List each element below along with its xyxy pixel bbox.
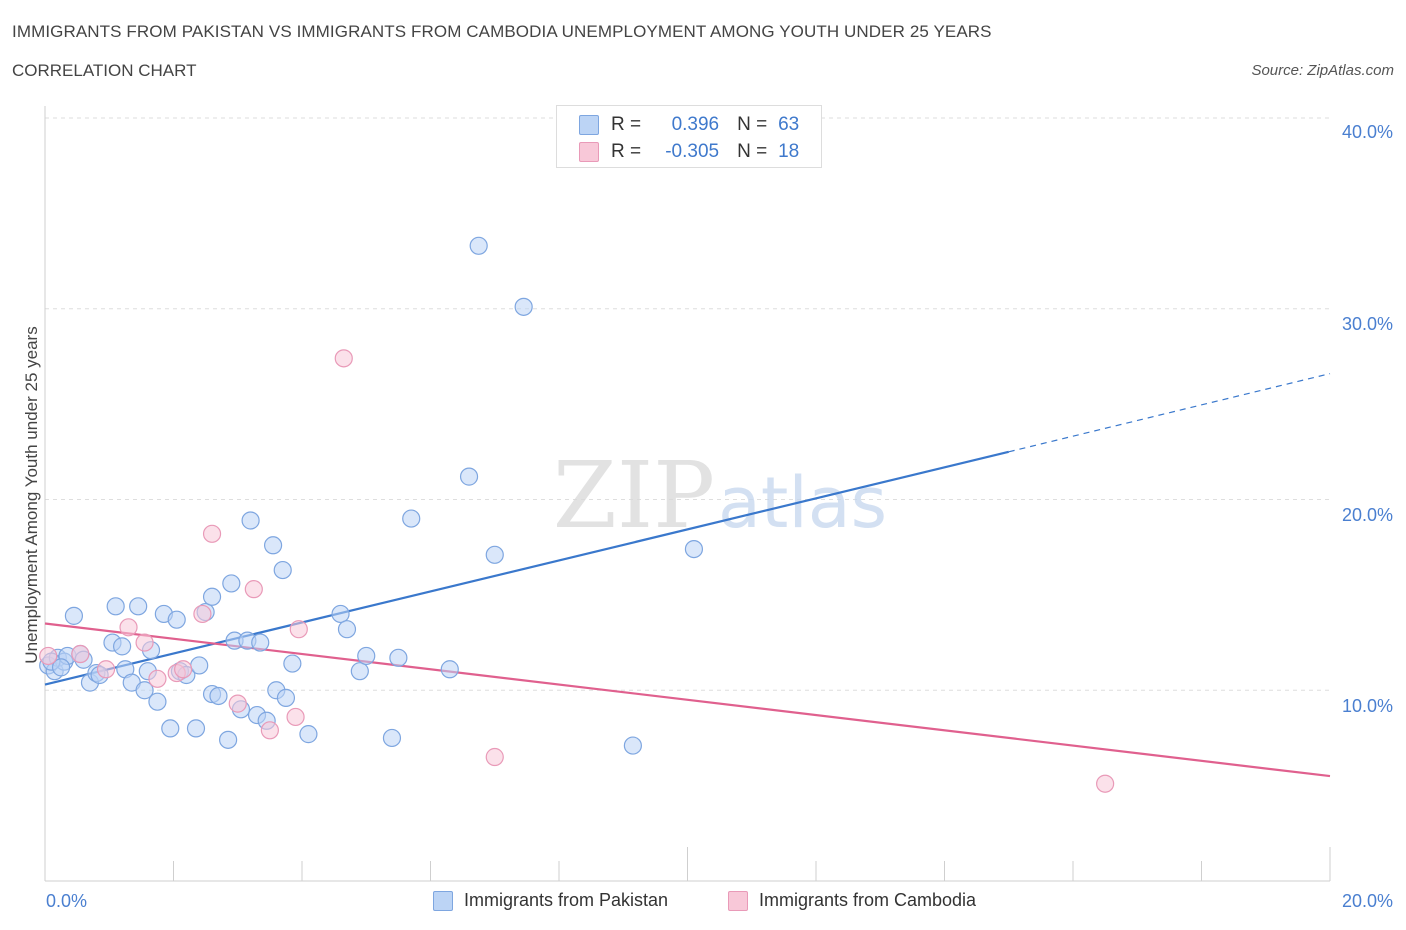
- y-tick-label-30: 30.0%: [1341, 314, 1393, 334]
- data-point-series-0: [251, 633, 270, 652]
- data-point-series-0: [51, 658, 71, 677]
- data-point-series-1: [148, 669, 167, 688]
- y-tick-label-20: 20.0%: [1341, 505, 1393, 525]
- stats-row-cambodia: R = -0.305 N = 18: [579, 141, 799, 163]
- data-point-series-0: [167, 610, 186, 629]
- data-point-series-0: [684, 539, 704, 559]
- data-point-series-0: [337, 620, 357, 639]
- legend-swatch-cambodia: [728, 890, 748, 911]
- data-point-series-0: [350, 662, 369, 681]
- chart-source: Source: ZipAtlas.com: [1251, 62, 1394, 79]
- series-legend: Immigrants from Pakistan Immigrants from…: [0, 890, 1406, 916]
- grid-lines: [45, 117, 1330, 691]
- n-label: N =: [737, 114, 768, 135]
- trend-line-series-0: [44, 450, 1010, 686]
- data-point-series-0: [186, 719, 206, 738]
- x-tick-label-max: 20.0%: [1341, 891, 1393, 911]
- data-point-series-1: [135, 633, 154, 652]
- data-point-series-0: [283, 654, 302, 673]
- data-point-series-0: [389, 648, 408, 667]
- data-point-series-1: [286, 707, 305, 727]
- data-point-series-0: [485, 545, 504, 564]
- pakistan-swatch: [579, 115, 599, 135]
- data-point-series-0: [202, 587, 222, 606]
- legend-label-cambodia: Immigrants from Cambodia: [759, 890, 977, 910]
- r-label: R =: [611, 141, 642, 162]
- data-point-series-0: [106, 597, 125, 616]
- data-point-series-1: [71, 644, 90, 664]
- data-points: [39, 236, 1115, 793]
- data-point-series-1: [96, 660, 116, 679]
- data-point-series-0: [331, 604, 350, 624]
- data-point-series-1: [202, 524, 222, 543]
- data-point-series-0: [241, 511, 260, 530]
- data-point-series-0: [209, 686, 228, 706]
- n-label: N =: [737, 141, 768, 162]
- data-point-series-1: [119, 618, 138, 637]
- n-value: 18: [778, 141, 800, 162]
- data-point-series-1: [228, 694, 247, 713]
- y-axis-label: Unemployment Among Youth under 25 years: [22, 326, 41, 664]
- data-point-series-0: [273, 560, 292, 580]
- data-point-series-0: [219, 730, 238, 749]
- data-point-series-0: [64, 606, 84, 625]
- data-point-series-0: [623, 736, 642, 755]
- data-point-series-0: [514, 297, 533, 316]
- cambodia-swatch: [579, 142, 599, 162]
- data-point-series-1: [193, 604, 212, 624]
- data-point-series-0: [440, 660, 459, 679]
- stats-row-pakistan: R = 0.396 N = 63: [579, 114, 799, 136]
- data-point-series-0: [135, 681, 154, 700]
- trend-line-extension-series-0: [1008, 373, 1331, 453]
- data-point-series-0: [190, 656, 209, 675]
- watermark-zip: ZIP: [553, 442, 715, 549]
- data-point-series-0: [469, 236, 488, 255]
- x-tick-label-min: 0.0%: [46, 891, 88, 911]
- legend-item-cambodia: Immigrants from Cambodia: [728, 890, 976, 911]
- legend-swatch-pakistan: [433, 890, 453, 911]
- axes: [44, 106, 1331, 882]
- chart-title: IMMIGRANTS FROM PAKISTAN VS IMMIGRANTS F…: [12, 22, 992, 41]
- data-point-series-0: [357, 646, 376, 666]
- legend-item-pakistan: Immigrants from Pakistan: [433, 890, 668, 911]
- data-point-series-1: [174, 660, 193, 679]
- stats-legend: R = 0.396 N = 63 R = -0.305 N = 18: [556, 105, 822, 168]
- r-value: -0.305: [665, 141, 720, 162]
- data-point-series-1: [334, 349, 353, 368]
- data-point-series-0: [148, 692, 167, 711]
- data-point-series-0: [222, 574, 241, 593]
- data-point-series-1: [39, 646, 58, 666]
- data-point-series-0: [263, 536, 283, 555]
- data-point-series-0: [382, 728, 402, 748]
- data-point-series-0: [112, 637, 132, 656]
- chart-subtitle: CORRELATION CHART: [12, 61, 197, 80]
- n-value: 63: [778, 114, 800, 135]
- data-point-series-1: [260, 721, 279, 740]
- watermark-atlas: atlas: [718, 462, 887, 544]
- data-point-series-1: [289, 620, 308, 639]
- y-tick-label-10: 10.0%: [1341, 696, 1393, 716]
- legend-label-pakistan: Immigrants from Pakistan: [464, 890, 669, 910]
- data-point-series-0: [276, 688, 296, 707]
- data-point-series-0: [161, 719, 180, 738]
- r-value: 0.396: [671, 114, 720, 135]
- data-point-series-1: [1096, 774, 1115, 793]
- data-point-series-0: [402, 509, 421, 528]
- data-point-series-0: [299, 725, 318, 744]
- data-point-series-0: [129, 597, 148, 616]
- data-point-series-1: [485, 747, 504, 767]
- data-point-series-1: [244, 580, 263, 599]
- y-tick-label-40: 40.0%: [1341, 122, 1393, 142]
- data-point-series-0: [459, 467, 479, 486]
- r-label: R =: [611, 114, 642, 135]
